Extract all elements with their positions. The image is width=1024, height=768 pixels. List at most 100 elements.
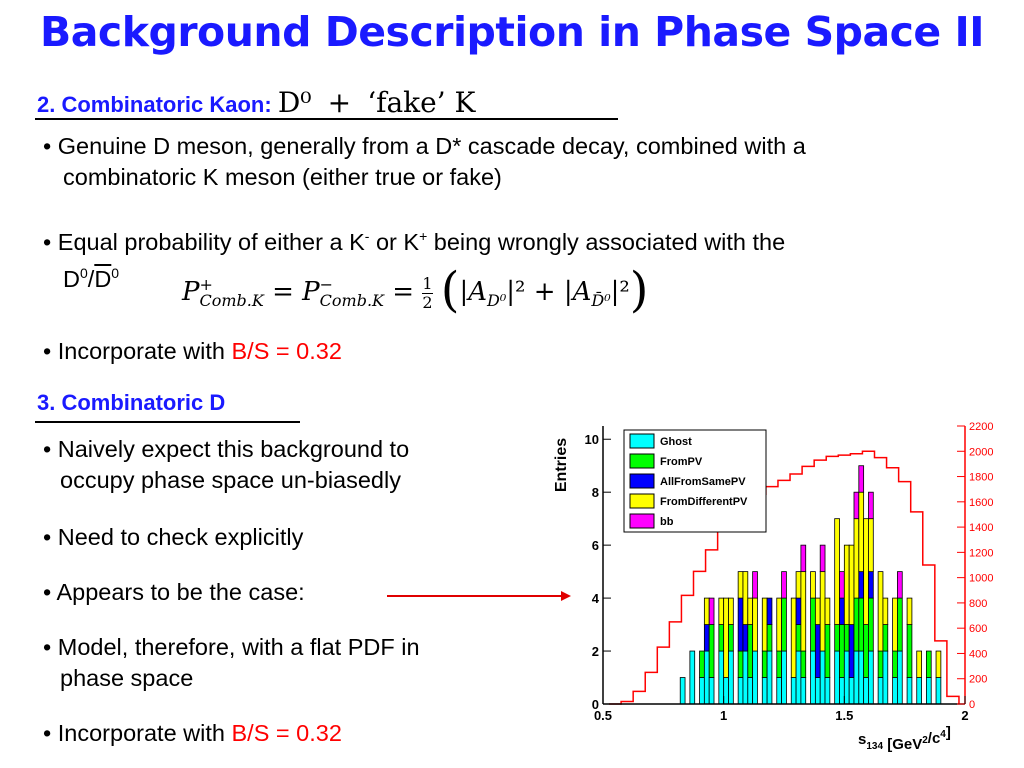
bar-frompv-2: [699, 650, 705, 678]
bar-fromdifferentpv-36: [916, 650, 922, 678]
slash: /: [87, 265, 95, 292]
d-sup: 0: [79, 264, 88, 281]
formula-sub-d0bar: D̄⁰: [591, 291, 611, 311]
formula-sq2: |²: [610, 277, 630, 307]
bar-ghost-8: [737, 677, 744, 705]
legend-swatch-bb: [629, 513, 655, 529]
incorporate-ratio: B/S = 0.32: [231, 338, 342, 364]
bar-frompv-34: [897, 597, 903, 652]
bar-frompv-35: [906, 624, 913, 678]
formula-eq2: =: [392, 277, 415, 307]
section-2-underline: [35, 118, 618, 120]
formula-paren-close: ): [629, 262, 649, 318]
histogram-bars: [679, 465, 942, 705]
bar-bb-27: [853, 491, 860, 520]
bar-ghost-31: [877, 677, 884, 705]
bar-ghost-20: [814, 677, 821, 705]
bar-ghost-13: [766, 650, 773, 705]
legend-swatch-allfromsamepv: [629, 473, 655, 489]
bar-ghost-10: [747, 677, 754, 705]
bullet-check-text: Need to check explicitly: [57, 524, 304, 550]
formula-sup-minus: −: [319, 275, 334, 294]
legend-label-allfromsamepv: AllFromSamePV: [660, 476, 746, 488]
legend-label-fromdifferentpv: FromDifferentPV: [660, 496, 748, 508]
bar-bb-18: [800, 544, 807, 573]
red-curve: [609, 450, 960, 705]
bullet-genuine-d: • Genuine D meson, generally from a D* c…: [43, 131, 1003, 193]
bar-ghost-11: [752, 650, 758, 705]
bar-ghost-0: [679, 677, 686, 705]
bar-ghost-3: [703, 650, 710, 705]
bar-ghost-16: [790, 677, 797, 705]
bar-ghost-29: [863, 677, 869, 705]
bullet-equal-line2: D0/D0: [43, 258, 1003, 295]
bar-fromdifferentpv-3: [703, 597, 710, 625]
bar-frompv-12: [761, 650, 768, 678]
legend-label-bb: bb: [660, 516, 674, 528]
incorporate2-ratio: B/S = 0.32: [231, 720, 342, 746]
bullet-model-line2: phase space: [60, 665, 194, 691]
x-tick-label: 1.5: [835, 708, 853, 723]
bar-ghost-21: [819, 650, 826, 705]
formula-paren-open: (: [440, 262, 460, 318]
bar-frompv-7: [728, 624, 734, 652]
bar-fromdifferentpv-26: [848, 544, 855, 625]
bar-ghost-7: [728, 650, 734, 705]
bar-bb-11: [752, 571, 758, 599]
bar-frompv-22: [824, 624, 831, 678]
bar-bb-15: [781, 571, 787, 599]
k-minus-sup: -: [364, 228, 370, 244]
bar-ghost-19: [810, 650, 816, 705]
bar-ghost-37: [925, 677, 932, 705]
bar-allfromsamepv-13: [766, 597, 773, 625]
bullet-check: • Need to check explicitly: [43, 524, 304, 550]
bar-fromdifferentpv-10: [747, 597, 754, 625]
bullet-naive: • Naively expect this background to occu…: [43, 434, 523, 496]
incorporate2-text: Incorporate with: [57, 720, 225, 746]
bar-ghost-35: [906, 677, 913, 705]
left-tick-label: 2: [592, 644, 599, 659]
formula-eq: =: [272, 277, 294, 307]
formula-plus: +: [533, 277, 556, 307]
bar-fromdifferentpv-30: [868, 518, 874, 573]
bar-fromdifferentpv-31: [877, 571, 884, 652]
legend-label-frompv: FromPV: [660, 456, 703, 468]
bar-ghost-12: [761, 677, 768, 705]
bar-frompv-17: [795, 624, 802, 652]
bar-ghost-6: [723, 677, 729, 705]
bar-fromdifferentpv-9: [742, 571, 749, 625]
bar-fromdifferentpv-7: [728, 597, 734, 625]
bar-ghost-25: [843, 650, 850, 705]
dbar-symbol: D: [94, 265, 112, 292]
bar-fromdifferentpv-28: [858, 491, 865, 573]
bar-ghost-14: [776, 677, 782, 705]
bullet-appears: • Appears to be the case:: [43, 579, 305, 605]
bullet-appears-text: Appears to be the case:: [56, 579, 305, 605]
bar-bb-28: [858, 465, 865, 493]
right-tick-label: 1400: [969, 522, 993, 534]
bar-frompv-15: [781, 597, 787, 652]
bar-allfromsamepv-3: [703, 624, 710, 652]
formula-abs-a2: |A: [563, 277, 592, 307]
left-tick-label: 4: [592, 591, 600, 606]
bar-allfromsamepv-8: [737, 597, 744, 652]
right-tick-label: 200: [969, 674, 987, 686]
bullet-equal-text: Equal probability of either a K: [57, 228, 365, 255]
bar-frompv-29: [863, 624, 869, 678]
section-2-label: 2. Combinatoric Kaon:: [37, 92, 272, 117]
bar-ghost-15: [781, 650, 787, 705]
bar-frompv-18: [800, 650, 807, 678]
bullet-equal-probability: • Equal probability of either a K- or K+…: [43, 221, 1003, 295]
bullet-incorporate-1: • Incorporate with B/S = 0.32: [43, 338, 342, 364]
bar-fromdifferentpv-29: [863, 518, 869, 625]
arrow-to-chart: [387, 591, 571, 601]
bar-allfromsamepv-24: [839, 597, 845, 625]
bar-frompv-14: [776, 650, 782, 678]
bullet-naive-line2: occupy phase space un-biasedly: [60, 467, 401, 493]
bar-allfromsamepv-30: [868, 571, 874, 599]
bar-allfromsamepv-17: [795, 597, 802, 625]
bar-ghost-33: [892, 677, 898, 705]
bar-ghost-17: [795, 650, 802, 705]
